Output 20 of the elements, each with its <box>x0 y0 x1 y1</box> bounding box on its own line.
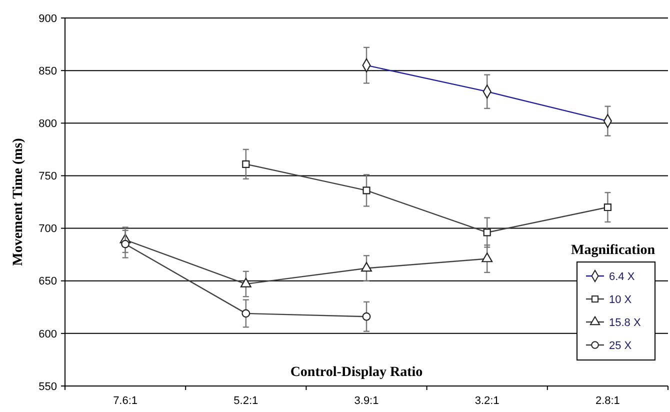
x-tick-label: 5.2:1 <box>234 395 258 407</box>
legend-label: 25 X <box>609 340 632 352</box>
x-tick-label: 3.2:1 <box>474 395 500 407</box>
legend-label: 15.8 X <box>609 316 642 329</box>
y-tick-label: 750 <box>38 170 57 183</box>
y-tick-label: 600 <box>38 328 57 340</box>
y-axis-title: Movement Time (ms) <box>11 138 26 266</box>
x-tick-label: 2.8:1 <box>595 395 620 407</box>
y-tick-label: 650 <box>38 276 57 288</box>
y-tick-label: 800 <box>38 118 57 130</box>
y-tick-label: 850 <box>38 65 57 78</box>
x-tick-label: 3.9:1 <box>354 395 379 407</box>
y-tick-label: 700 <box>38 223 57 236</box>
y-tick-label: 900 <box>38 12 57 25</box>
legend-title: Magnification <box>571 243 656 258</box>
x-axis-title: Control-Display Ratio <box>290 365 423 380</box>
y-tick-label: 550 <box>38 380 57 393</box>
x-tick-label: 7.6:1 <box>113 395 138 407</box>
legend-label: 10 X <box>609 294 632 306</box>
legend-label: 6.4 X <box>609 270 636 283</box>
